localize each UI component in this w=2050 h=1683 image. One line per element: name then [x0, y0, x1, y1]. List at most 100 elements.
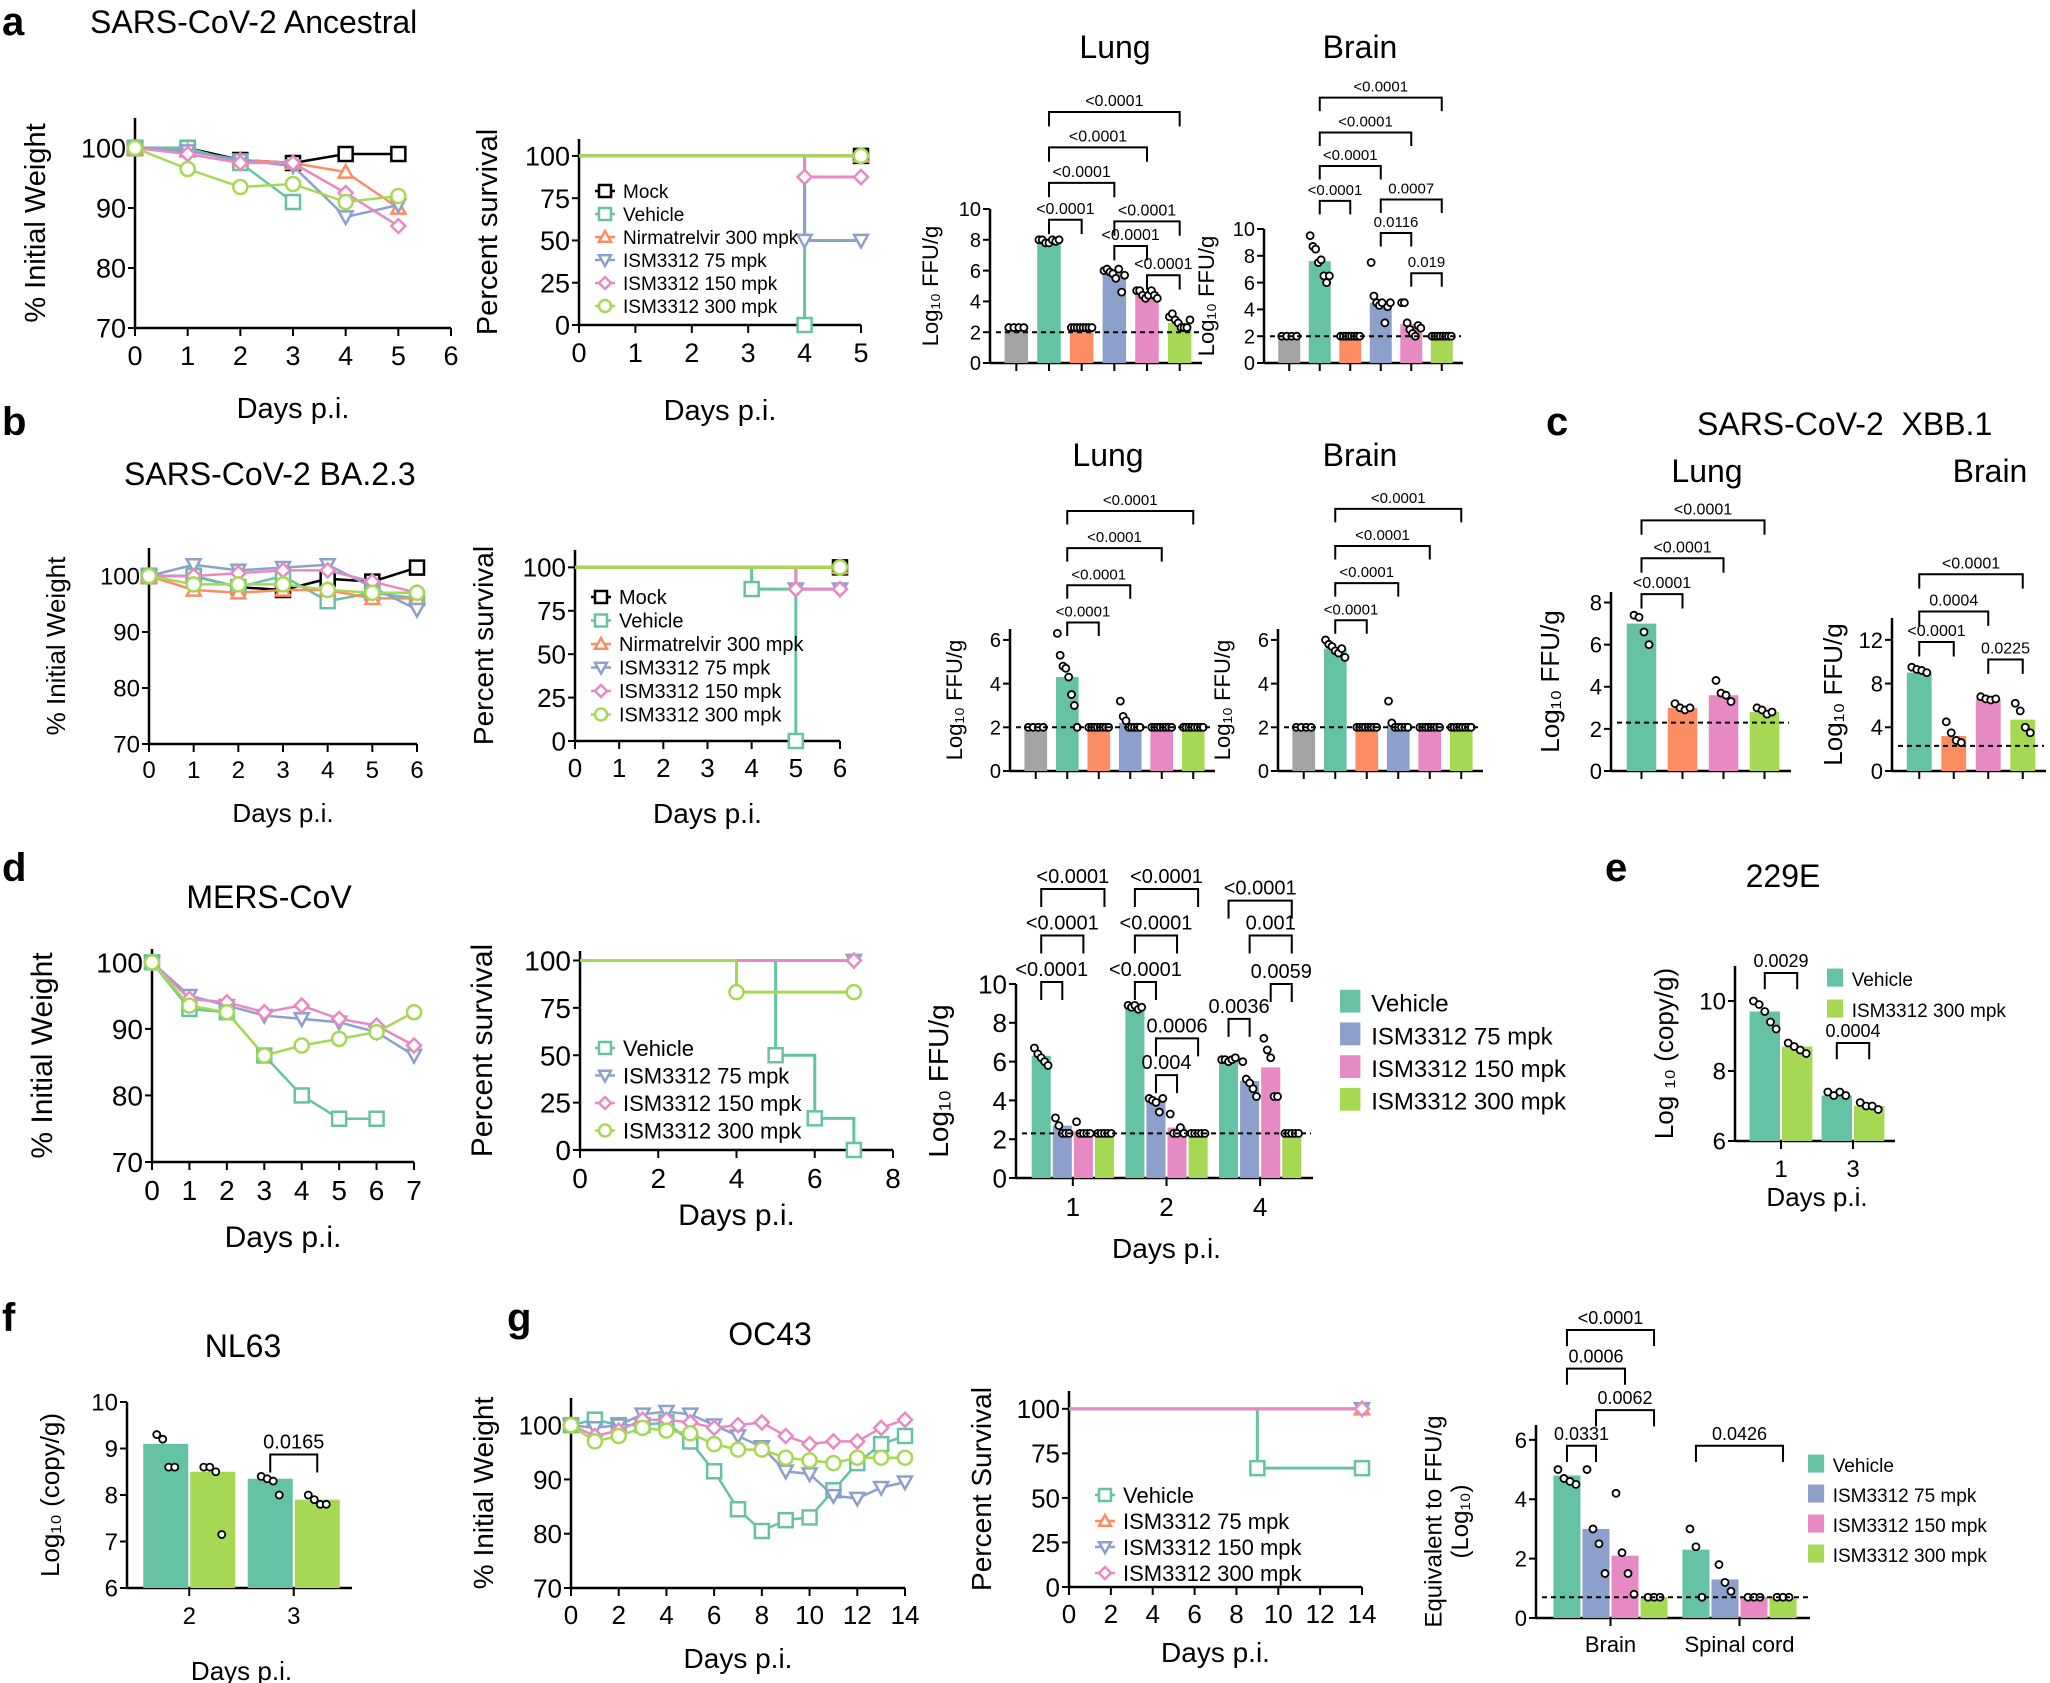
data-point: [408, 584, 426, 602]
x-tick-label: 0: [144, 1175, 160, 1206]
legend-item: ISM3312 300 mpk: [1808, 1544, 1987, 1567]
y-axis-label: Log ₁₀ (copy/g): [1649, 968, 1679, 1139]
legend-label: ISM3312 300 mpk: [623, 297, 778, 318]
series-line: [134, 146, 400, 210]
legend-label: ISM3312 75 mpk: [619, 658, 771, 680]
data-point: [848, 1432, 867, 1451]
y-axis-label: Log₁₀ FFU/g: [1194, 236, 1219, 356]
panel-label-c: c: [1546, 400, 1569, 444]
p-value-label: 0.0062: [1597, 1388, 1652, 1408]
legend-item: ISM3312 75 mpk: [1340, 1022, 1554, 1050]
chart-title: Lung: [1671, 453, 1742, 489]
bar: [1292, 727, 1316, 771]
x-tick-label: Spinal cord: [1684, 1632, 1794, 1657]
data-point: [1801, 1049, 1811, 1058]
p-value-label: <0.0001: [1324, 601, 1379, 618]
data-point: [231, 154, 250, 172]
significance-bracket: [1113, 220, 1181, 236]
significance-bracket: [1048, 218, 1083, 235]
data-point: [1385, 298, 1395, 308]
panel-heading-e: 229E: [1745, 858, 1821, 894]
data-point: [1726, 697, 1736, 706]
chart: 0 2 4 6 8 Log₁₀ FFU/g Lung <0.0001 <0.0001 <0.000…: [1535, 453, 1791, 784]
bar: [1181, 727, 1205, 771]
bar: [294, 1499, 340, 1588]
significance-bracket: [1640, 557, 1725, 573]
data-point: [284, 175, 302, 193]
x-tick-label: 4: [659, 1600, 673, 1630]
significance-bracket: [1146, 274, 1181, 290]
data-point: [1165, 1109, 1175, 1119]
y-tick-label: 100: [525, 142, 570, 172]
bar: [1667, 707, 1698, 771]
significance-bracket: [1379, 232, 1413, 247]
chart: 70 80 90 100 0 1 2 3 4 5 6 Days p.i. % Initial Weigh…: [20, 118, 459, 425]
x-tick-label: 2: [650, 1163, 666, 1194]
data-point: [1052, 628, 1062, 638]
legend-item: Vehicle: [1095, 1483, 1194, 1508]
p-value-label: 0.001: [1246, 913, 1296, 935]
data-point: [211, 1467, 221, 1477]
data-point: [1588, 1524, 1598, 1534]
p-value-label: <0.0001: [1355, 527, 1410, 544]
legend-label: Nirmatrelvir 300 mpk: [619, 634, 804, 656]
bar: [1102, 273, 1127, 363]
censor-marker: [845, 983, 863, 1001]
y-tick-label: 50: [540, 1040, 571, 1071]
y-tick-label: 4: [1515, 1487, 1527, 1512]
data-point: [1115, 696, 1125, 706]
p-value-label: 0.019: [1408, 254, 1446, 271]
significance-bracket: [269, 1453, 319, 1473]
legend-label: ISM3312 300 mpk: [1123, 1561, 1303, 1586]
data-point: [1594, 1539, 1604, 1549]
legend-marker: [593, 613, 609, 628]
legend-item: Vehicle: [1827, 968, 1913, 991]
data-point: [1316, 255, 1326, 265]
y-tick-label: 10: [978, 969, 1007, 999]
data-point: [848, 1491, 867, 1509]
significance-bracket: [1227, 899, 1293, 919]
x-tick-label: 2: [232, 757, 245, 784]
bar: [1749, 712, 1780, 771]
y-axis-label: Log₁₀ FFU/g: [1210, 640, 1235, 760]
data-point: [390, 187, 407, 205]
significance-bracket: [1594, 1409, 1656, 1427]
y-tick-label: 25: [537, 683, 566, 713]
data-point: [800, 1435, 819, 1453]
chart: 0 25 50 75 100 0 2 4 6 8 Days p.i. Percent survival…: [466, 944, 901, 1232]
x-tick-label: 0: [572, 1163, 588, 1194]
legend-item: Mock: [591, 587, 668, 609]
legend-label: ISM3312 150 mpk: [623, 274, 778, 295]
significance-bracket: [1918, 573, 2024, 589]
p-value-label: 0.0004: [1825, 1021, 1880, 1041]
censor-marker: [831, 559, 849, 576]
legend-item: ISM3312 75 mpk: [595, 1063, 790, 1088]
legend-item: Vehicle: [595, 205, 684, 226]
bar: [1073, 1131, 1093, 1178]
data-point: [1644, 640, 1654, 650]
chart: 70 80 90 100 0 1 2 3 4 5 6 7 Days p.i. % Initial Weig…: [26, 947, 424, 1254]
x-axis-label: Days p.i.: [191, 1656, 292, 1683]
y-tick-label: 100: [96, 947, 143, 978]
chart: 0 2 4 6 Equivalent to FFU/g (Log₁₀) Brain Spina…: [1421, 1308, 1988, 1657]
bar: [1094, 1133, 1114, 1178]
x-tick-label: 6: [707, 1600, 721, 1630]
x-tick-label: 8: [1229, 1599, 1243, 1629]
data-point: [1111, 273, 1121, 283]
data-point: [1760, 1007, 1770, 1016]
data-point: [170, 1462, 180, 1472]
legend-item: ISM3312 75 mpk: [595, 251, 767, 272]
data-point: [2020, 722, 2030, 732]
y-tick-label: 8: [105, 1483, 118, 1510]
p-value-label: <0.0001: [1907, 623, 1965, 640]
y-tick-label: 6: [990, 630, 1001, 652]
data-point: [1922, 668, 1932, 678]
legend-item: ISM3312 300 mpk: [595, 297, 778, 318]
data-point: [274, 1490, 284, 1500]
y-tick-label: 100: [1017, 1394, 1060, 1424]
data-point: [256, 1047, 273, 1064]
significance-bracket: [1334, 582, 1400, 597]
data-point: [872, 1435, 890, 1453]
data-point: [1767, 707, 1777, 717]
p-value-label: <0.0001: [1056, 603, 1111, 620]
